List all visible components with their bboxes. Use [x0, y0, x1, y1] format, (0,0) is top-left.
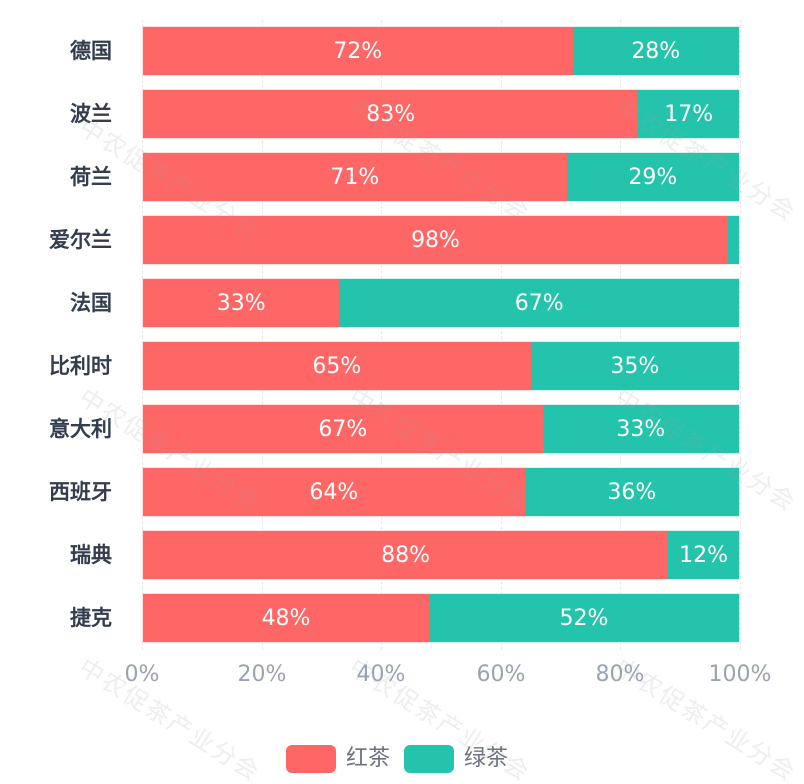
category-label: 爱尔兰	[49, 228, 112, 252]
bar-row: 爱尔兰 98%	[0, 215, 804, 265]
x-tick-label: 0%	[124, 662, 160, 687]
bar-row: 意大利 67% 33%	[0, 404, 804, 454]
bar-segment-green-tea[interactable]: 67%	[339, 278, 740, 328]
bar-segment-green-tea[interactable]: 35%	[530, 341, 740, 391]
category-label: 德国	[70, 39, 112, 63]
bar-segment-black-tea[interactable]: 88%	[142, 530, 669, 580]
bar-segment-black-tea[interactable]: 65%	[142, 341, 531, 391]
bar-segment-black-tea[interactable]: 83%	[142, 89, 639, 139]
x-tick-label: 40%	[356, 662, 406, 687]
bar-segment-green-tea[interactable]: 29%	[566, 152, 740, 202]
bar-row: 法国 33% 67%	[0, 278, 804, 328]
bar-segment-green-tea[interactable]: 52%	[429, 593, 740, 643]
bar-segment-black-tea[interactable]: 33%	[142, 278, 340, 328]
x-tick-label: 60%	[476, 662, 526, 687]
x-tick-label: 100%	[708, 662, 772, 687]
bar-row: 捷克 48% 52%	[0, 593, 804, 643]
bar-segment-black-tea[interactable]: 98%	[142, 215, 729, 265]
bar-segment-black-tea[interactable]: 48%	[142, 593, 430, 643]
bar-row: 波兰 83% 17%	[0, 89, 804, 139]
category-label: 瑞典	[70, 543, 112, 567]
bar-row: 瑞典 88% 12%	[0, 530, 804, 580]
category-label: 西班牙	[49, 480, 112, 504]
bar-segment-green-tea[interactable]	[728, 215, 740, 265]
category-label: 捷克	[70, 606, 112, 630]
gridline	[142, 20, 143, 650]
bar-segment-green-tea[interactable]: 33%	[542, 404, 740, 454]
gridline	[620, 20, 621, 650]
bar-row: 比利时 65% 35%	[0, 341, 804, 391]
category-label: 法国	[70, 291, 112, 315]
bar-segment-black-tea[interactable]: 67%	[142, 404, 543, 454]
legend-item[interactable]: 绿茶	[404, 744, 508, 774]
bar-row: 荷兰 71% 29%	[0, 152, 804, 202]
bar-segment-black-tea[interactable]: 72%	[142, 26, 573, 76]
category-label: 荷兰	[70, 165, 112, 189]
bar-row: 西班牙 64% 36%	[0, 467, 804, 517]
bar-row: 德国 72% 28%	[0, 26, 804, 76]
gridline	[740, 20, 741, 650]
legend-swatch	[286, 745, 336, 773]
legend: 红茶 绿茶	[286, 744, 522, 774]
category-label: 波兰	[70, 102, 112, 126]
bar-segment-green-tea[interactable]: 12%	[668, 530, 740, 580]
legend-swatch	[404, 745, 455, 773]
bar-segment-green-tea[interactable]: 17%	[638, 89, 740, 139]
category-label: 意大利	[49, 417, 112, 441]
gridline	[501, 20, 502, 650]
bar-segment-black-tea[interactable]: 71%	[142, 152, 567, 202]
legend-label: 绿茶	[464, 746, 509, 771]
x-tick-label: 20%	[237, 662, 287, 687]
bar-segment-green-tea[interactable]: 36%	[524, 467, 740, 517]
gridline	[381, 20, 382, 650]
bar-segment-black-tea[interactable]: 64%	[142, 467, 525, 517]
gridline	[262, 20, 263, 650]
x-tick-label: 80%	[595, 662, 645, 687]
legend-item[interactable]: 红茶	[286, 744, 390, 774]
category-label: 比利时	[49, 354, 112, 378]
bar-segment-green-tea[interactable]: 28%	[572, 26, 740, 76]
legend-label: 红茶	[346, 746, 391, 771]
